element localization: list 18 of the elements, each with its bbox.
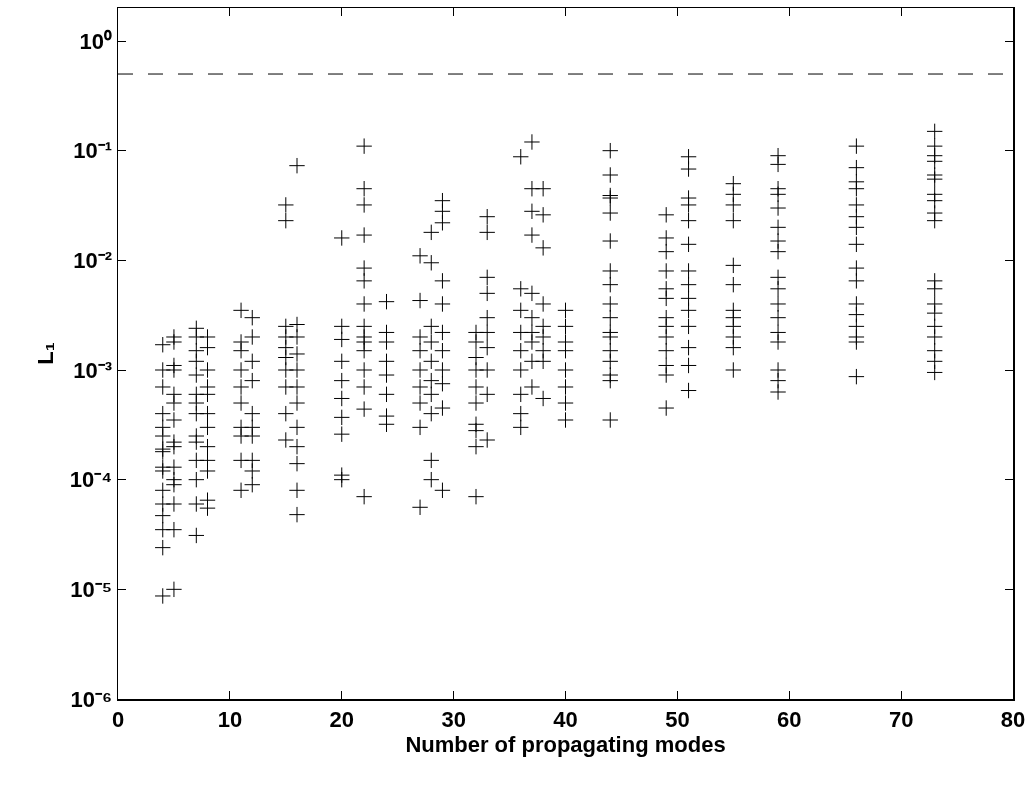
x-tick-label: 20: [329, 706, 354, 732]
x-tick-label: 80: [1000, 706, 1026, 732]
y-tick-label: 10⁻⁶: [70, 686, 113, 712]
x-tick-label: 70: [888, 706, 914, 732]
y-tick-label: 10⁻¹: [73, 138, 113, 164]
y-tick-label: 10⁻⁴: [69, 467, 113, 493]
x-tick-label: 30: [441, 706, 466, 732]
y-axis-title: L₁: [32, 342, 58, 365]
x-tick-label: 10: [217, 706, 243, 732]
x-tick-label: 40: [553, 706, 578, 732]
y-tick-label: 10⁻³: [73, 357, 113, 383]
y-tick-label: 10⁻⁵: [70, 577, 113, 603]
x-tick-label: 50: [665, 706, 690, 732]
x-tick-label: 0: [111, 706, 125, 732]
y-tick-label: 10⁰: [79, 28, 113, 54]
y-tick-label: 10⁻²: [73, 248, 113, 274]
x-axis-title: Number of propagating modes: [405, 731, 726, 757]
x-tick-label: 60: [777, 706, 802, 732]
